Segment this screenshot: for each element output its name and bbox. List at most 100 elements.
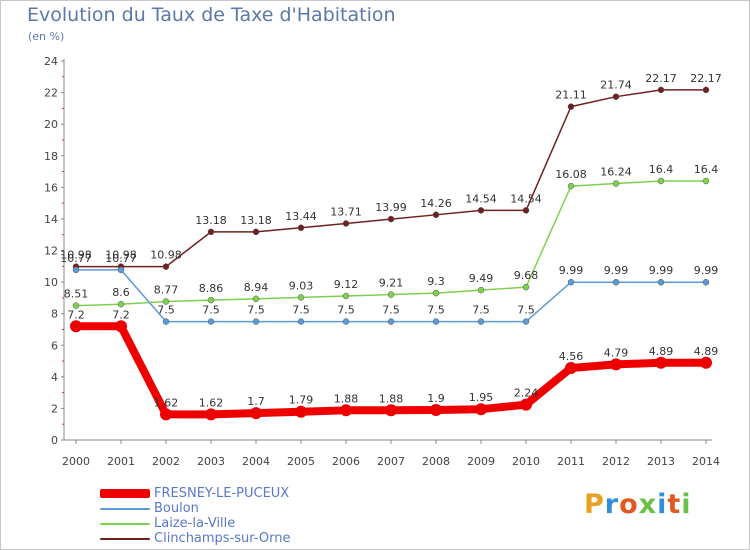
data-point [432,211,440,219]
data-label: 8.94 [244,281,269,294]
data-point [430,403,442,416]
data-label: 7.5 [292,304,310,317]
data-label: 10.98 [60,249,92,262]
proxiti-logo: Proxiti [584,489,692,520]
x-tick-label: 2007 [377,455,405,468]
x-tick-label: 2004 [242,455,270,468]
data-label: 13.99 [375,201,407,214]
data-point [207,296,215,304]
data-point [252,228,260,236]
data-point [70,320,82,333]
data-point [432,289,440,297]
data-label: 16.4 [649,163,674,176]
legend-item-laize: Laize-la-Ville [100,516,400,531]
x-tick-label: 2003 [197,455,225,468]
data-point [432,318,440,325]
y-tick-label: 14 [44,213,58,226]
data-point [252,295,260,303]
data-label: 7.5 [427,304,445,317]
data-label: 10.98 [150,249,182,262]
brand-letter: o [619,489,639,520]
data-label: 1.9 [427,392,445,405]
y-tick-label: 16 [44,181,58,194]
data-point [567,103,575,110]
brand-letter: P [584,489,605,520]
data-label: 9.03 [289,279,314,292]
legend-label-boulon: Boulon [154,501,199,516]
data-label: 21.74 [600,79,632,92]
y-tick-label: 8 [51,308,58,321]
brand-letter: t [667,489,682,520]
legend: FRESNEY-LE-PUCEUX Boulon Laize-la-Ville … [100,486,400,546]
legend-swatch-clinchamps [100,537,150,540]
data-label: 22.17 [690,72,722,85]
data-point [297,294,305,301]
data-point [342,318,350,325]
data-label: 9.99 [649,264,674,277]
y-tick-label: 0 [51,434,58,447]
data-point [612,180,620,187]
data-label: 13.18 [240,214,272,227]
data-label: 1.62 [154,396,179,409]
data-label: 7.5 [517,304,535,317]
y-tick-label: 12 [44,245,58,258]
data-point [702,177,710,185]
brand-letter: i [681,489,692,520]
x-tick-label: 2010 [512,455,540,468]
data-point [385,404,397,417]
data-label: 21.11 [555,89,587,102]
y-tick-label: 10 [44,276,58,289]
data-label: 9.99 [559,264,584,277]
data-point [567,182,575,190]
legend-label-clinchamps: Clinchamps-sur-Orne [154,531,291,546]
data-point [657,86,665,94]
data-label: 9.21 [379,277,404,290]
data-point [252,318,260,325]
data-label: 16.24 [600,166,632,179]
legend-label-laize: Laize-la-Ville [154,516,236,531]
brand-letter: r [604,489,620,520]
data-point [342,292,350,300]
data-point [612,278,620,286]
data-point [205,408,217,421]
y-tick-label: 4 [51,371,58,384]
data-label: 1.79 [289,394,314,407]
data-label: 10.98 [105,249,137,262]
data-point [477,318,485,325]
data-label: 9.49 [469,272,494,285]
data-label: 7.5 [382,304,400,317]
x-tick-label: 2001 [107,455,135,468]
legend-label-fresney: FRESNEY-LE-PUCEUX [154,486,290,501]
x-tick-label: 2006 [332,455,360,468]
data-label: 14.54 [510,192,542,205]
x-tick-label: 2002 [152,455,180,468]
legend-swatch-boulon [100,507,150,510]
data-point [162,263,170,270]
data-label: 9.99 [604,264,629,277]
data-label: 1.95 [469,391,494,404]
data-point [160,408,172,421]
data-label: 22.17 [645,72,677,85]
data-label: 8.6 [112,286,130,299]
data-point [702,86,710,94]
data-point [387,215,395,223]
data-point [522,318,530,325]
data-label: 8.86 [199,282,224,295]
data-point [115,320,127,333]
data-label: 9.12 [334,278,359,291]
data-point [297,318,305,325]
data-point [655,356,667,369]
unit-label: (en %) [28,30,65,43]
data-label: 16.4 [694,163,719,176]
data-point [657,278,665,286]
data-label: 10.77 [105,252,137,265]
data-label: 2.24 [514,387,539,400]
data-point [387,291,395,298]
data-label: 13.18 [195,214,227,227]
data-label: 4.89 [649,345,674,358]
data-label: 8.51 [64,288,89,301]
data-point [162,318,170,325]
data-label: 16.08 [555,168,587,181]
data-point [297,224,305,232]
